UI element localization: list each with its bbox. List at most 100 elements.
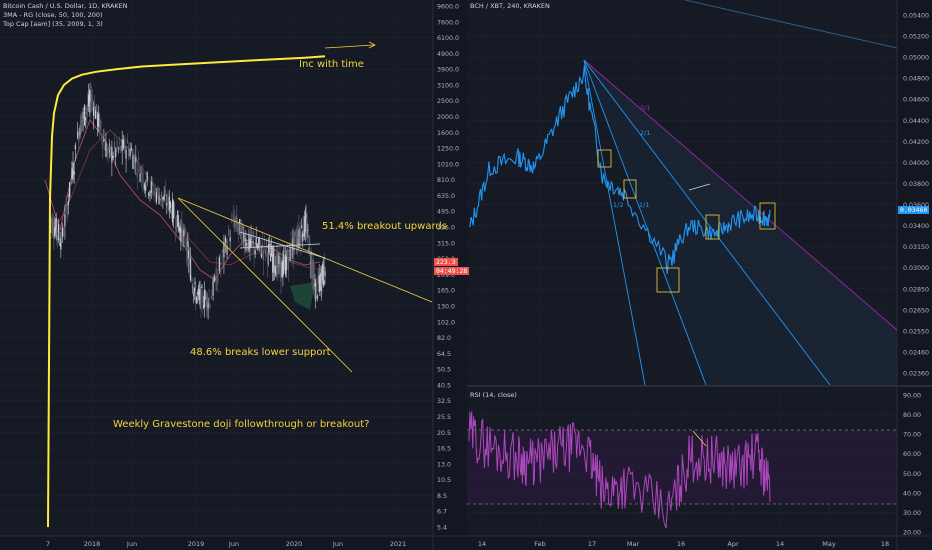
candle-body — [302, 216, 305, 233]
box-3 — [656, 267, 680, 293]
candle-body — [193, 288, 195, 293]
candle-body — [270, 253, 272, 262]
left-time-axis[interactable]: 7 2018 Jun 2019 Jun 2020 Jun 2021 — [46, 540, 406, 548]
candle-body — [217, 276, 219, 285]
candle-body — [51, 218, 53, 234]
candle-body — [142, 172, 144, 184]
annotation-weekly-doji: Weekly Gravestone doji followthrough or … — [113, 419, 370, 430]
fan-line-3-1[interactable] — [583, 59, 898, 331]
candle-body — [289, 248, 291, 261]
candle-body — [297, 238, 299, 246]
candle-body — [261, 242, 263, 249]
candle-body — [206, 294, 208, 311]
right-price-tick: 0.04000 — [903, 160, 929, 167]
left-time-tick: 2021 — [390, 540, 407, 548]
candle-body — [314, 282, 316, 288]
right-time-tick: Mar — [627, 540, 640, 548]
top-cap-line[interactable] — [47, 55, 326, 528]
fan-line-1-2[interactable] — [583, 59, 646, 386]
left-price-tick: 82.0 — [437, 335, 451, 342]
left-current-price-badge: 223.3 — [434, 258, 458, 266]
candle-body — [324, 271, 326, 277]
candle-body — [297, 231, 299, 248]
fan-line-2-1[interactable] — [583, 59, 831, 386]
left-price-axis[interactable]: 9600.0 7600.0 6100.0 4900.0 3900.0 3100.0 2500… — [437, 4, 459, 532]
candle-body — [122, 139, 125, 149]
rsi-tick: 70.00 — [903, 432, 921, 439]
left-price-tick: 8.5 — [437, 493, 447, 500]
candle-body — [84, 117, 87, 121]
left-price-tick: 102.0 — [437, 319, 455, 326]
fan-labels: 3/1 2/1 1/1 1/2 — [613, 104, 650, 209]
rsi-title[interactable]: RSI (14, close) — [470, 391, 517, 399]
top-cap-arrow — [324, 44, 375, 49]
right-time-axis[interactable]: 14 Feb 17 Mar 16 Apr 14 May 18 — [478, 540, 889, 548]
candle-body — [54, 226, 57, 230]
right-time-tick: 14 — [776, 540, 784, 548]
candle-body — [212, 279, 214, 296]
fan-label: 2/1 — [640, 129, 650, 137]
candle-body — [277, 251, 279, 268]
candle-body — [168, 196, 170, 211]
candle-body — [226, 245, 228, 255]
candle-body — [309, 261, 312, 264]
left-price-tick: 130.0 — [437, 303, 455, 310]
candle-body — [315, 286, 317, 300]
right-time-tick: 17 — [588, 540, 596, 548]
candle-body — [188, 256, 190, 265]
candle-body — [293, 233, 295, 255]
left-indicator-3ma[interactable]: 3MA - RG (close, 50, 100, 200) — [3, 11, 103, 19]
candle-body — [304, 216, 306, 234]
right-price-tick: 0.05200 — [903, 34, 929, 41]
candle-body — [85, 112, 87, 114]
candle-body — [64, 214, 66, 227]
candle-body — [241, 225, 243, 246]
left-price-tick: 1600.0 — [437, 130, 459, 137]
candle-body — [73, 170, 75, 175]
left-indicator-topcap[interactable]: Top Cap [aam] (35, 2009, 1, 3) — [3, 20, 103, 28]
candle-body — [312, 259, 314, 270]
left-price-tick: 2000.0 — [437, 114, 459, 121]
candle-body — [316, 283, 318, 285]
left-price-tick: 20.5 — [437, 430, 451, 437]
candle-body — [316, 295, 319, 299]
lower-support-trendline[interactable] — [177, 197, 353, 373]
right-price-axis[interactable]: 0.05400 0.05200 0.05000 0.04800 0.04600 0.044… — [903, 13, 929, 378]
left-time-tick: 2018 — [84, 540, 101, 548]
candle-body — [70, 182, 72, 187]
candle-body — [108, 143, 110, 145]
candle-body — [250, 235, 252, 247]
candle-body — [287, 256, 289, 271]
left-price-tick: 40.5 — [437, 382, 451, 389]
candle-body — [205, 292, 207, 307]
candle-body — [318, 274, 320, 284]
candle-body — [129, 148, 131, 157]
right-time-tick: 16 — [677, 540, 685, 548]
upper-resistance-trendline[interactable] — [177, 197, 433, 303]
candle-body — [291, 252, 293, 256]
left-countdown-badge: 04:49:28 — [434, 267, 470, 275]
candle-body — [303, 234, 305, 237]
candle-body — [120, 145, 122, 152]
rsi-axis[interactable]: 90.00 80.00 70.00 60.00 50.00 40.00 30.00 20.00 — [903, 393, 921, 537]
candle-body — [284, 254, 286, 257]
bch-xbt-price-line[interactable] — [468, 65, 771, 275]
left-price-tick: 635.0 — [437, 193, 455, 200]
candle-body — [109, 145, 112, 156]
candle-body — [157, 187, 159, 190]
left-time-tick: Jun — [228, 540, 239, 548]
candle-body — [126, 139, 128, 144]
candle-body — [179, 227, 181, 233]
box-1 — [597, 149, 612, 168]
candle-body — [311, 259, 313, 273]
fan-line-1-1[interactable] — [583, 59, 707, 386]
right-price-tick: 0.04600 — [903, 97, 929, 104]
candle-body — [163, 194, 165, 201]
candle-body — [285, 256, 288, 270]
candle-body — [273, 247, 275, 268]
candle-body — [315, 283, 317, 301]
candle-body — [60, 239, 62, 250]
candle-body — [323, 280, 325, 286]
right-current-price-badge: 0.03460 — [898, 206, 930, 214]
rsi-line[interactable] — [468, 411, 771, 529]
